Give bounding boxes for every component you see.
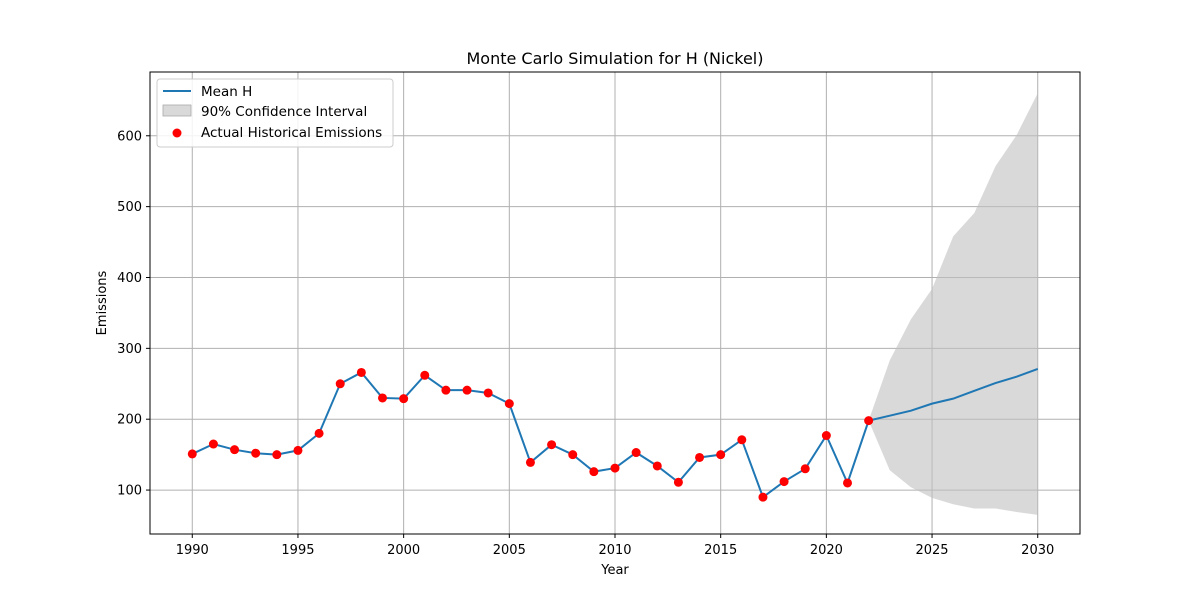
historical-points-layer bbox=[187, 367, 874, 502]
x-tick-label: 1995 bbox=[281, 543, 314, 558]
historical-point bbox=[356, 367, 366, 377]
y-tick-label: 100 bbox=[117, 484, 142, 499]
historical-point bbox=[462, 385, 472, 395]
historical-point bbox=[758, 492, 768, 502]
y-tick-label: 400 bbox=[117, 271, 142, 286]
historical-point bbox=[589, 467, 599, 477]
historical-point bbox=[652, 461, 662, 471]
historical-point bbox=[800, 464, 810, 474]
historical-point bbox=[208, 439, 218, 449]
y-tick-label: 200 bbox=[117, 413, 142, 428]
historical-point bbox=[610, 463, 620, 473]
historical-point bbox=[420, 370, 430, 380]
historical-point bbox=[547, 440, 557, 450]
x-tick-label: 2015 bbox=[704, 543, 737, 558]
legend-swatch-historical bbox=[172, 128, 182, 138]
historical-point bbox=[272, 450, 282, 460]
confidence-band bbox=[868, 93, 1038, 515]
legend-label-historical: Actual Historical Emissions bbox=[201, 125, 382, 141]
y-axis-ticks: 100 200 300 400 500 600 bbox=[117, 129, 150, 499]
historical-point bbox=[716, 450, 726, 460]
historical-point bbox=[314, 428, 324, 438]
historical-point bbox=[843, 478, 852, 488]
x-tick-label: 2005 bbox=[493, 543, 526, 558]
historical-point bbox=[399, 394, 409, 404]
historical-point bbox=[673, 477, 683, 487]
historical-point bbox=[525, 457, 535, 467]
x-axis-label: Year bbox=[600, 563, 629, 578]
historical-point bbox=[821, 431, 831, 441]
historical-point bbox=[504, 399, 514, 409]
historical-point bbox=[335, 379, 345, 389]
legend-label-confidence: 90% Confidence Interval bbox=[201, 104, 367, 120]
chart-title: Monte Carlo Simulation for H (Nickel) bbox=[466, 49, 763, 68]
historical-point bbox=[378, 393, 387, 403]
legend-box bbox=[156, 78, 394, 148]
x-tick-label: 1990 bbox=[176, 543, 209, 558]
y-axis-label: Emissions bbox=[95, 270, 110, 335]
x-tick-label: 2020 bbox=[810, 543, 843, 558]
x-axis-ticks: 1990 1995 2000 2005 2010 2015 2020 2025 2030 bbox=[176, 534, 1054, 558]
historical-point bbox=[695, 452, 705, 462]
x-tick-label: 2025 bbox=[915, 543, 948, 558]
historical-point bbox=[631, 448, 641, 458]
y-tick-label: 300 bbox=[117, 342, 142, 357]
historical-point bbox=[293, 445, 303, 455]
confidence-band-layer bbox=[868, 93, 1038, 515]
y-tick-label: 600 bbox=[117, 129, 142, 144]
x-tick-label: 2010 bbox=[598, 543, 631, 558]
historical-point bbox=[568, 450, 578, 460]
legend-swatch-confidence bbox=[162, 104, 192, 117]
historical-point bbox=[864, 416, 874, 426]
x-tick-label: 2000 bbox=[387, 543, 420, 558]
historical-point bbox=[441, 385, 451, 395]
historical-point bbox=[779, 477, 789, 487]
x-tick-label: 2030 bbox=[1021, 543, 1054, 558]
historical-point bbox=[737, 435, 747, 445]
legend-label-mean: Mean H bbox=[201, 84, 252, 100]
historical-point bbox=[251, 448, 261, 458]
historical-point bbox=[187, 449, 197, 459]
historical-point bbox=[230, 445, 240, 455]
y-tick-label: 500 bbox=[117, 200, 142, 215]
legend: Mean H 90% Confidence Interval Actual Hi… bbox=[156, 78, 394, 148]
historical-point bbox=[483, 388, 493, 398]
